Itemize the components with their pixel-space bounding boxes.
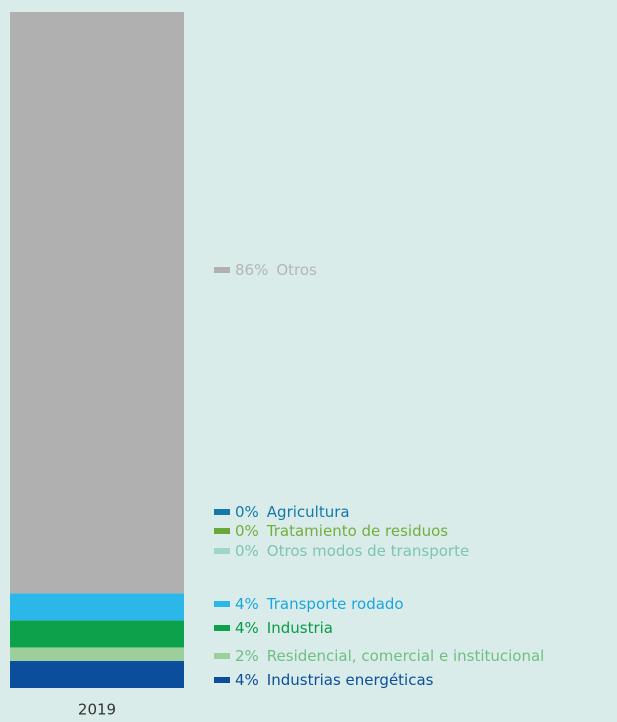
legend-swatch — [214, 267, 230, 273]
value-label: 2% — [235, 647, 259, 665]
value-label: 86% — [235, 261, 268, 279]
legend-name: Industrias energéticas — [267, 671, 434, 689]
legend-swatch — [214, 625, 230, 631]
legend-name: Otros modos de transporte — [267, 542, 469, 560]
legend-name: Industria — [267, 619, 333, 637]
value-label: 0% — [235, 503, 259, 521]
bar-segment — [10, 620, 184, 648]
legend-name: Residencial, comercial e institucional — [267, 647, 545, 665]
legend-swatch — [214, 509, 230, 515]
bar-segment — [10, 660, 184, 688]
legend-label: 4% Industrias energéticas — [235, 671, 434, 689]
x-tick-label: 2019 — [78, 701, 116, 719]
value-label: 0% — [235, 522, 259, 540]
legend-label: 0% Tratamiento de residuos — [235, 522, 448, 540]
bar-segment — [10, 593, 184, 621]
value-label: 4% — [235, 595, 259, 613]
legend-swatch — [214, 677, 230, 683]
value-label: 4% — [235, 619, 259, 637]
legend-name: Agricultura — [267, 503, 350, 521]
legend-swatch — [214, 653, 230, 659]
bar-segment — [10, 12, 184, 594]
legend-label: 0% Agricultura — [235, 503, 350, 521]
legend-swatch — [214, 601, 230, 607]
legend-name: Otros — [276, 261, 317, 279]
legend-name: Tratamiento de residuos — [266, 522, 449, 540]
legend-label: 4% Transporte rodado — [235, 595, 404, 613]
legend-label: 86% Otros — [235, 261, 317, 279]
legend-label: 2% Residencial, comercial e institucional — [235, 647, 544, 665]
legend-label: 4% Industria — [235, 619, 333, 637]
legend-swatch — [214, 548, 230, 554]
legend-swatch — [214, 528, 230, 534]
value-label: 0% — [235, 542, 259, 560]
legend-name: Transporte rodado — [266, 595, 404, 613]
legend-label: 0% Otros modos de transporte — [235, 542, 469, 560]
bar-segment — [10, 647, 184, 661]
value-label: 4% — [235, 671, 259, 689]
